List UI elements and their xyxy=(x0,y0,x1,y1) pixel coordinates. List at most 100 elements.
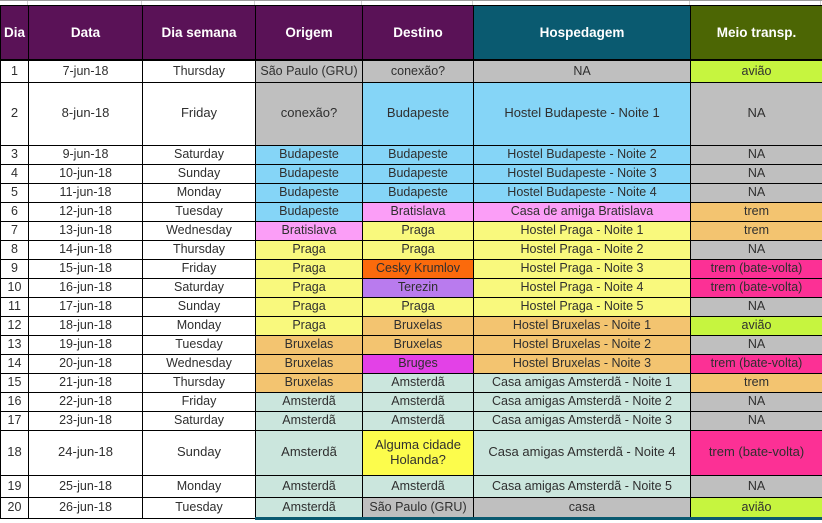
cell-dia[interactable]: 6 xyxy=(0,201,29,222)
cell-origem[interactable]: Praga xyxy=(255,258,363,279)
cell-destino[interactable]: Budapeste xyxy=(362,81,474,146)
cell-destino[interactable]: Bruges xyxy=(362,353,474,374)
cell-dia[interactable]: 11 xyxy=(0,296,29,317)
cell-dia[interactable]: 13 xyxy=(0,334,29,355)
cell-data[interactable]: 15-jun-18 xyxy=(28,258,143,279)
cell-destino[interactable]: Bratislava xyxy=(362,201,474,222)
cell-dia-semana[interactable]: Monday xyxy=(142,182,256,203)
cell-dia-semana[interactable]: Tuesday xyxy=(142,334,256,355)
cell-meio-transp[interactable]: NA xyxy=(690,163,822,184)
cell-meio-transp[interactable]: trem xyxy=(690,201,822,222)
cell-hospedagem[interactable]: Casa amigas Amsterdã - Noite 5 xyxy=(473,474,691,498)
cell-dia-semana[interactable]: Friday xyxy=(142,391,256,412)
cell-destino[interactable]: Praga xyxy=(362,296,474,317)
cell-dia[interactable]: 14 xyxy=(0,353,29,374)
cell-origem[interactable]: Budapeste xyxy=(255,144,363,165)
cell-data[interactable]: 23-jun-18 xyxy=(28,410,143,431)
cell-meio-transp[interactable]: trem xyxy=(690,372,822,393)
cell-data[interactable]: 20-jun-18 xyxy=(28,353,143,374)
cell-origem[interactable]: Amsterdã xyxy=(255,391,363,412)
cell-hospedagem[interactable]: Hostel Praga - Noite 2 xyxy=(473,239,691,260)
cell-data[interactable]: 17-jun-18 xyxy=(28,296,143,317)
cell-dia[interactable]: 12 xyxy=(0,315,29,336)
cell-dia[interactable]: 10 xyxy=(0,277,29,298)
cell-hospedagem[interactable]: Casa amigas Amsterdã - Noite 3 xyxy=(473,410,691,431)
cell-meio-transp[interactable]: NA xyxy=(690,334,822,355)
cell-destino[interactable]: conexão? xyxy=(362,59,474,83)
cell-origem[interactable]: Bratislava xyxy=(255,220,363,241)
cell-destino[interactable]: São Paulo (GRU) xyxy=(362,496,474,520)
cell-meio-transp[interactable]: NA xyxy=(690,144,822,165)
cell-dia[interactable]: 16 xyxy=(0,391,29,412)
column-header-hospedagem[interactable]: Hospedagem xyxy=(473,5,691,61)
cell-dia-semana[interactable]: Saturday xyxy=(142,144,256,165)
cell-destino[interactable]: Praga xyxy=(362,220,474,241)
cell-origem[interactable]: Praga xyxy=(255,296,363,317)
cell-dia[interactable]: 2 xyxy=(0,81,29,146)
cell-hospedagem[interactable]: Hostel Budapeste - Noite 3 xyxy=(473,163,691,184)
cell-origem[interactable]: Praga xyxy=(255,315,363,336)
cell-meio-transp[interactable]: trem (bate-volta) xyxy=(690,353,822,374)
cell-destino[interactable]: Praga xyxy=(362,239,474,260)
cell-destino[interactable]: Alguma cidade Holanda? xyxy=(362,429,474,476)
cell-meio-transp[interactable]: NA xyxy=(690,182,822,203)
column-header-meio-transp[interactable]: Meio transp. xyxy=(690,5,822,61)
cell-destino[interactable]: Cesky Krumlov xyxy=(362,258,474,279)
cell-dia-semana[interactable]: Monday xyxy=(142,474,256,498)
cell-dia[interactable]: 7 xyxy=(0,220,29,241)
cell-origem[interactable]: Budapeste xyxy=(255,182,363,203)
cell-meio-transp[interactable]: NA xyxy=(690,474,822,498)
cell-origem[interactable]: Bruxelas xyxy=(255,353,363,374)
cell-destino[interactable]: Bruxelas xyxy=(362,334,474,355)
cell-meio-transp[interactable]: trem (bate-volta) xyxy=(690,277,822,298)
cell-data[interactable]: 22-jun-18 xyxy=(28,391,143,412)
cell-dia-semana[interactable]: Thursday xyxy=(142,372,256,393)
cell-dia-semana[interactable]: Tuesday xyxy=(142,201,256,222)
cell-meio-transp[interactable]: trem xyxy=(690,220,822,241)
cell-hospedagem[interactable]: Hostel Praga - Noite 1 xyxy=(473,220,691,241)
cell-dia[interactable]: 18 xyxy=(0,429,29,476)
cell-dia-semana[interactable]: Wednesday xyxy=(142,353,256,374)
column-header-data[interactable]: Data xyxy=(28,5,143,61)
cell-data[interactable]: 25-jun-18 xyxy=(28,474,143,498)
cell-meio-transp[interactable]: NA xyxy=(690,296,822,317)
cell-data[interactable]: 9-jun-18 xyxy=(28,144,143,165)
cell-meio-transp[interactable]: NA xyxy=(690,239,822,260)
cell-dia-semana[interactable]: Saturday xyxy=(142,277,256,298)
cell-origem[interactable]: Praga xyxy=(255,277,363,298)
cell-destino[interactable]: Amsterdã xyxy=(362,474,474,498)
cell-hospedagem[interactable]: NA xyxy=(473,59,691,83)
cell-hospedagem[interactable]: Hostel Praga - Noite 5 xyxy=(473,296,691,317)
cell-destino[interactable]: Amsterdã xyxy=(362,391,474,412)
cell-data[interactable]: 24-jun-18 xyxy=(28,429,143,476)
cell-hospedagem[interactable]: Casa de amiga Bratislava xyxy=(473,201,691,222)
cell-dia[interactable]: 9 xyxy=(0,258,29,279)
cell-dia-semana[interactable]: Tuesday xyxy=(142,496,256,519)
cell-dia[interactable]: 20 xyxy=(0,496,29,519)
cell-meio-transp[interactable]: avião xyxy=(690,496,822,520)
cell-meio-transp[interactable]: NA xyxy=(690,391,822,412)
cell-dia[interactable]: 1 xyxy=(0,59,29,83)
cell-origem[interactable]: Amsterdã xyxy=(255,496,363,520)
cell-origem[interactable]: Bruxelas xyxy=(255,372,363,393)
cell-destino[interactable]: Amsterdã xyxy=(362,410,474,431)
column-header-destino[interactable]: Destino xyxy=(362,5,474,61)
cell-data[interactable]: 8-jun-18 xyxy=(28,81,143,146)
cell-data[interactable]: 16-jun-18 xyxy=(28,277,143,298)
cell-data[interactable]: 21-jun-18 xyxy=(28,372,143,393)
cell-meio-transp[interactable]: trem (bate-volta) xyxy=(690,429,822,476)
cell-data[interactable]: 13-jun-18 xyxy=(28,220,143,241)
cell-destino[interactable]: Bruxelas xyxy=(362,315,474,336)
cell-origem[interactable]: Praga xyxy=(255,239,363,260)
cell-hospedagem[interactable]: Hostel Bruxelas - Noite 1 xyxy=(473,315,691,336)
cell-destino[interactable]: Budapeste xyxy=(362,182,474,203)
cell-hospedagem[interactable]: Hostel Bruxelas - Noite 2 xyxy=(473,334,691,355)
cell-origem[interactable]: Amsterdã xyxy=(255,429,363,476)
cell-hospedagem[interactable]: Hostel Praga - Noite 4 xyxy=(473,277,691,298)
cell-dia[interactable]: 17 xyxy=(0,410,29,431)
cell-dia-semana[interactable]: Sunday xyxy=(142,429,256,476)
cell-origem[interactable]: Budapeste xyxy=(255,163,363,184)
cell-dia-semana[interactable]: Thursday xyxy=(142,59,256,83)
cell-data[interactable]: 19-jun-18 xyxy=(28,334,143,355)
cell-origem[interactable]: Amsterdã xyxy=(255,410,363,431)
